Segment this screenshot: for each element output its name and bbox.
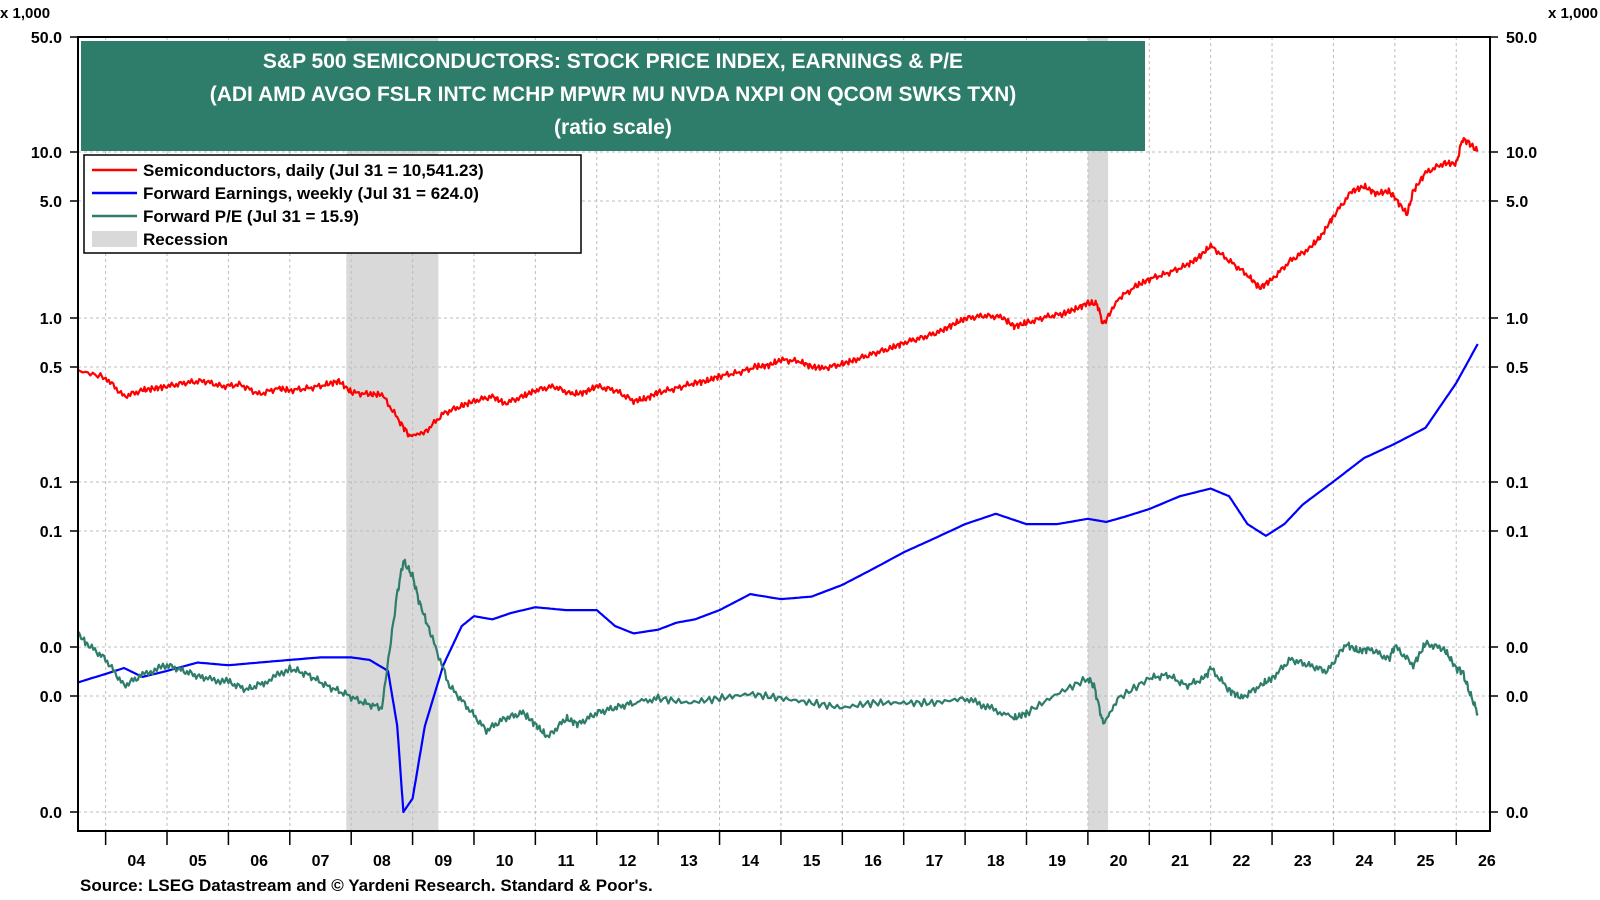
x-tick-label: 26 xyxy=(1478,853,1496,870)
x-tick-label: 16 xyxy=(864,853,882,870)
y-tick-label-right: 5.0 xyxy=(1506,194,1528,211)
x-tick-label: 13 xyxy=(680,853,698,870)
chart-title-line-3: (ratio scale) xyxy=(554,116,672,139)
x-tick-label: 06 xyxy=(250,853,268,870)
x-tick-label: 08 xyxy=(373,853,391,870)
x-axis-ticks: 04 05 06 07 08 09 10 11 12 13 14 15 16 17 18 19 20 21 22 23… xyxy=(104,831,1496,870)
x-tick-label: 20 xyxy=(1110,853,1128,870)
y-tick-label-right: 0.5 xyxy=(1506,360,1528,377)
chart-title-line-1: S&P 500 SEMICONDUCTORS: STOCK PRICE INDE… xyxy=(263,50,963,73)
legend-label-semiconductors: Semiconductors, daily (Jul 31 = 10,541.2… xyxy=(143,161,484,180)
x-tick-label: 04 xyxy=(127,853,145,870)
y-tick-label-right: 0.1 xyxy=(1506,475,1528,492)
y-tick-label-right: 0.0 xyxy=(1506,689,1528,706)
series-line-forward-earnings xyxy=(78,343,1479,814)
x-tick-label: 14 xyxy=(741,853,759,870)
x-tick-label: 12 xyxy=(619,853,637,870)
legend: Semiconductors, daily (Jul 31 = 10,541.2… xyxy=(83,154,582,254)
y-tick-label-right: 0.1 xyxy=(1506,524,1528,541)
x-tick-label: 25 xyxy=(1417,853,1435,870)
y-tick-label-left: 1.0 xyxy=(40,311,62,328)
series-line-forward-pe xyxy=(78,558,1479,739)
x-tick-label: 22 xyxy=(1232,853,1250,870)
x-tick-label: 10 xyxy=(496,853,514,870)
y-tick-label-left: 0.1 xyxy=(40,524,62,541)
x-tick-label: 19 xyxy=(1048,853,1066,870)
y-axis-ticks: 50.0 50.0 10.0 10.0 5.0 5.0 1.0 1.0 0.5 0.5 0.1 0.1… xyxy=(31,30,1537,822)
y-tick-label-left: 0.0 xyxy=(40,689,62,706)
chart-title-line-2: (ADI AMD AVGO FSLR INTC MCHP MPWR MU NVD… xyxy=(210,83,1017,106)
legend-label-forward-earnings: Forward Earnings, weekly (Jul 31 = 624.0… xyxy=(143,184,479,203)
y-tick-label-right: 0.0 xyxy=(1506,640,1528,657)
y-tick-label-left: 0.1 xyxy=(40,475,62,492)
y-tick-label-right: 10.0 xyxy=(1506,145,1537,162)
y-tick-label-left: 0.0 xyxy=(40,640,62,657)
series-lines xyxy=(78,137,1479,814)
legend-label-forward-pe: Forward P/E (Jul 31 = 15.9) xyxy=(143,207,359,226)
x-tick-label: 11 xyxy=(558,853,575,870)
recession-band-1 xyxy=(1087,37,1109,831)
y-tick-label-left: 5.0 xyxy=(40,194,62,211)
source-note: Source: LSEG Datastream and © Yardeni Re… xyxy=(80,876,653,895)
x-tick-label: 23 xyxy=(1294,853,1312,870)
y-tick-label-right: 1.0 xyxy=(1506,311,1528,328)
plot-frame xyxy=(77,36,1491,832)
x-tick-label: 18 xyxy=(987,853,1005,870)
x-tick-label: 21 xyxy=(1171,853,1189,870)
x-tick-label: 17 xyxy=(926,853,944,870)
x-tick-label: 05 xyxy=(189,853,207,870)
x-tick-label: 24 xyxy=(1355,853,1373,870)
y-tick-label-left: 0.5 xyxy=(40,360,62,377)
left-axis-unit: x 1,000 xyxy=(0,5,50,22)
legend-label-recession: Recession xyxy=(143,230,228,249)
title-box: S&P 500 SEMICONDUCTORS: STOCK PRICE INDE… xyxy=(81,41,1145,151)
x-tick-label: 15 xyxy=(803,853,821,870)
y-tick-label-left: 0.0 xyxy=(40,805,62,822)
x-tick-label: 09 xyxy=(434,853,452,870)
y-tick-label-left: 50.0 xyxy=(31,30,62,47)
y-tick-label-right: 50.0 xyxy=(1506,30,1537,47)
legend-swatch-recession xyxy=(92,231,137,247)
x-tick-label: 07 xyxy=(312,853,330,870)
y-tick-label-right: 0.0 xyxy=(1506,805,1528,822)
series-line-semiconductors xyxy=(78,137,1479,438)
right-axis-unit: x 1,000 xyxy=(1548,5,1598,22)
y-tick-label-left: 10.0 xyxy=(31,145,62,162)
